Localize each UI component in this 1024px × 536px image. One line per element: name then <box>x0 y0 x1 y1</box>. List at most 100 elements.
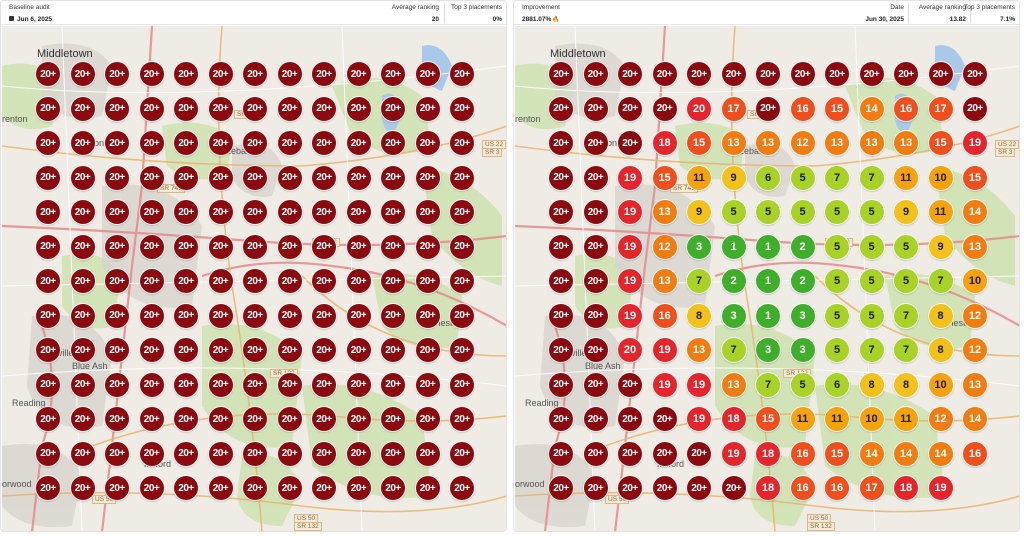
current-rank-pin[interactable]: 19 <box>618 200 642 224</box>
current-rank-pin[interactable]: 16 <box>790 476 815 500</box>
baseline-rank-pin[interactable]: 20+ <box>105 269 129 293</box>
baseline-rank-pin[interactable]: 20+ <box>139 303 164 328</box>
baseline-rank-pin[interactable]: 20+ <box>346 303 371 328</box>
baseline-rank-pin[interactable]: 20+ <box>70 165 95 190</box>
current-rank-pin[interactable]: 17 <box>859 476 884 500</box>
baseline-rank-pin[interactable]: 20+ <box>415 165 440 190</box>
baseline-rank-pin[interactable]: 20+ <box>243 234 267 259</box>
baseline-rank-pin[interactable]: 20+ <box>36 441 60 466</box>
current-rank-pin[interactable]: 12 <box>652 234 677 259</box>
current-rank-pin[interactable]: 7 <box>825 165 849 190</box>
baseline-rank-pin[interactable]: 20+ <box>415 269 440 293</box>
baseline-rank-pin[interactable]: 20+ <box>105 234 129 259</box>
baseline-rank-pin[interactable]: 20+ <box>105 338 129 362</box>
baseline-rank-pin[interactable]: 20+ <box>277 476 302 500</box>
current-rank-pin[interactable]: 16 <box>825 476 849 500</box>
baseline-rank-pin[interactable]: 20+ <box>450 234 474 259</box>
baseline-rank-pin[interactable]: 20+ <box>36 200 60 224</box>
baseline-rank-pin[interactable]: 20+ <box>105 407 129 431</box>
baseline-rank-pin[interactable]: 20+ <box>139 407 164 431</box>
baseline-rank-pin[interactable]: 20+ <box>415 441 440 466</box>
baseline-rank-pin[interactable]: 20+ <box>139 269 164 293</box>
baseline-rank-pin[interactable]: 20+ <box>139 476 164 500</box>
baseline-rank-pin[interactable]: 20+ <box>105 131 129 155</box>
current-rank-pin[interactable]: 14 <box>963 407 987 431</box>
baseline-rank-pin[interactable]: 20+ <box>312 441 336 466</box>
current-rank-pin[interactable]: 12 <box>963 338 987 362</box>
current-rank-pin[interactable]: 16 <box>963 441 987 466</box>
current-rank-pin[interactable]: 7 <box>894 338 918 362</box>
baseline-rank-pin[interactable]: 20+ <box>277 62 302 86</box>
baseline-rank-pin[interactable]: 20+ <box>381 62 405 86</box>
baseline-rank-pin[interactable]: 20+ <box>105 476 129 500</box>
baseline-rank-pin[interactable]: 20+ <box>415 303 440 328</box>
current-rank-pin[interactable]: 9 <box>928 234 953 259</box>
current-rank-pin[interactable]: 20+ <box>756 96 780 121</box>
baseline-rank-pin[interactable]: 20+ <box>208 96 233 121</box>
baseline-rank-pin[interactable]: 20+ <box>174 476 198 500</box>
baseline-rank-pin[interactable]: 20+ <box>381 407 405 431</box>
baseline-rank-pin[interactable]: 20+ <box>36 131 60 155</box>
baseline-rank-pin[interactable]: 20+ <box>415 131 440 155</box>
baseline-rank-pin[interactable]: 20+ <box>312 303 336 328</box>
baseline-rank-pin[interactable]: 20+ <box>381 269 405 293</box>
baseline-rank-pin[interactable]: 20+ <box>70 407 95 431</box>
baseline-rank-pin[interactable]: 20+ <box>312 476 336 500</box>
baseline-rank-pin[interactable]: 20+ <box>174 338 198 362</box>
baseline-rank-pin[interactable]: 20+ <box>277 338 302 362</box>
current-rank-pin[interactable]: 20+ <box>549 269 573 293</box>
current-rank-pin[interactable]: 3 <box>687 234 711 259</box>
baseline-rank-pin[interactable]: 20+ <box>208 131 233 155</box>
baseline-rank-pin[interactable]: 20+ <box>312 131 336 155</box>
baseline-rank-pin[interactable]: 20+ <box>208 62 233 86</box>
current-rank-pin[interactable]: 17 <box>928 96 953 121</box>
baseline-rank-pin[interactable]: 20+ <box>243 96 267 121</box>
baseline-rank-pin[interactable]: 20+ <box>277 407 302 431</box>
current-rank-pin[interactable]: 7 <box>928 269 953 293</box>
current-rank-pin[interactable]: 20+ <box>687 476 711 500</box>
baseline-rank-pin[interactable]: 20+ <box>208 441 233 466</box>
current-rank-pin[interactable]: 7 <box>687 269 711 293</box>
current-rank-pin[interactable]: 20+ <box>963 62 987 86</box>
current-rank-pin[interactable]: 13 <box>859 131 884 155</box>
baseline-rank-pin[interactable]: 20+ <box>277 165 302 190</box>
current-rank-pin[interactable]: 20+ <box>549 165 573 190</box>
baseline-rank-pin[interactable]: 20+ <box>346 165 371 190</box>
current-rank-pin[interactable]: 5 <box>859 269 884 293</box>
baseline-rank-pin[interactable]: 20+ <box>381 476 405 500</box>
baseline-rank-pin[interactable]: 20+ <box>415 62 440 86</box>
baseline-rank-pin[interactable]: 20+ <box>208 372 233 397</box>
baseline-rank-pin[interactable]: 20+ <box>277 131 302 155</box>
baseline-rank-pin[interactable]: 20+ <box>346 62 371 86</box>
current-rank-pin[interactable]: 20+ <box>583 372 608 397</box>
baseline-rank-pin[interactable]: 20+ <box>450 338 474 362</box>
current-rank-pin[interactable]: 20+ <box>549 96 573 121</box>
current-rank-pin[interactable]: 8 <box>859 372 884 397</box>
baseline-rank-pin[interactable]: 20+ <box>346 131 371 155</box>
baseline-rank-pin[interactable]: 20+ <box>208 303 233 328</box>
current-rank-pin[interactable]: 5 <box>790 165 815 190</box>
current-rank-pin[interactable]: 5 <box>825 338 849 362</box>
baseline-rank-pin[interactable]: 20+ <box>139 96 164 121</box>
baseline-rank-pin[interactable]: 20+ <box>139 200 164 224</box>
current-rank-pin[interactable]: 20+ <box>583 303 608 328</box>
current-rank-pin[interactable]: 20+ <box>583 407 608 431</box>
current-rank-pin[interactable]: 13 <box>721 131 746 155</box>
baseline-rank-pin[interactable]: 20+ <box>36 338 60 362</box>
current-rank-pin[interactable]: 5 <box>825 234 849 259</box>
baseline-rank-pin[interactable]: 20+ <box>208 269 233 293</box>
baseline-rank-pin[interactable]: 20+ <box>243 165 267 190</box>
baseline-rank-pin[interactable]: 20+ <box>450 165 474 190</box>
baseline-map[interactable]: Middletown renton Lebanon onroe Blue Ash… <box>2 26 506 531</box>
current-rank-pin[interactable]: 13 <box>825 131 849 155</box>
current-rank-pin[interactable]: 2 <box>790 269 815 293</box>
current-rank-pin[interactable]: 1 <box>756 234 780 259</box>
current-rank-pin[interactable]: 20+ <box>583 441 608 466</box>
current-rank-pin[interactable]: 5 <box>859 234 884 259</box>
baseline-rank-pin[interactable]: 20+ <box>70 200 95 224</box>
current-rank-pin[interactable]: 19 <box>618 269 642 293</box>
baseline-rank-pin[interactable]: 20+ <box>139 441 164 466</box>
current-rank-pin[interactable]: 2 <box>790 234 815 259</box>
current-rank-pin[interactable]: 20+ <box>652 407 677 431</box>
current-rank-pin[interactable]: 5 <box>825 269 849 293</box>
